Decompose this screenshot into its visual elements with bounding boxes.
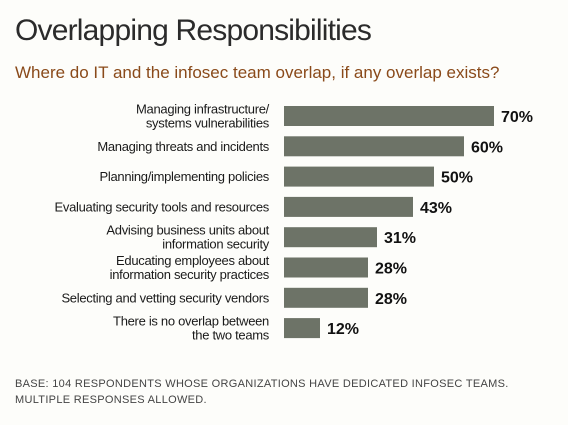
- bar-chart: 70% Managing infrastructure/systems vulne…: [55, 102, 534, 343]
- category-label: Planning/implementing policies: [100, 169, 270, 184]
- chart-footnote: BASE: 104 RESPONDENTS WHOSE ORGANIZATION…: [15, 378, 509, 406]
- data-label: 70%: [501, 109, 533, 126]
- chart-subtitle: Where do IT and the infosec team overlap…: [15, 63, 500, 82]
- data-label: 60%: [471, 139, 503, 156]
- bar: [284, 287, 368, 308]
- bar: [284, 196, 413, 217]
- category-label: Educating employees about information sec…: [110, 253, 270, 282]
- data-label: 28%: [375, 261, 407, 278]
- bar: [284, 106, 494, 126]
- category-label: Advising business units about information…: [106, 223, 269, 252]
- bar: [284, 227, 377, 248]
- bar: [284, 136, 464, 157]
- category-label: Selecting and vetting security vendors: [61, 290, 269, 305]
- category-label: Evaluating security tools and resources: [55, 199, 270, 214]
- bar: [284, 318, 320, 339]
- chart-title: Overlapping Responsibilities: [15, 14, 372, 47]
- bar: [284, 166, 434, 187]
- category-label: There is no overlap between the two teams: [113, 314, 270, 343]
- data-label: 43%: [420, 200, 452, 217]
- category-label: Managing threats and incidents: [97, 139, 269, 154]
- data-label: 50%: [441, 170, 473, 187]
- data-label: 12%: [327, 321, 359, 338]
- category-label: Managing infrastructure/systems vulnerab…: [136, 102, 270, 131]
- bar: [284, 257, 368, 278]
- data-label: 31%: [384, 230, 416, 247]
- data-label: 28%: [375, 291, 407, 308]
